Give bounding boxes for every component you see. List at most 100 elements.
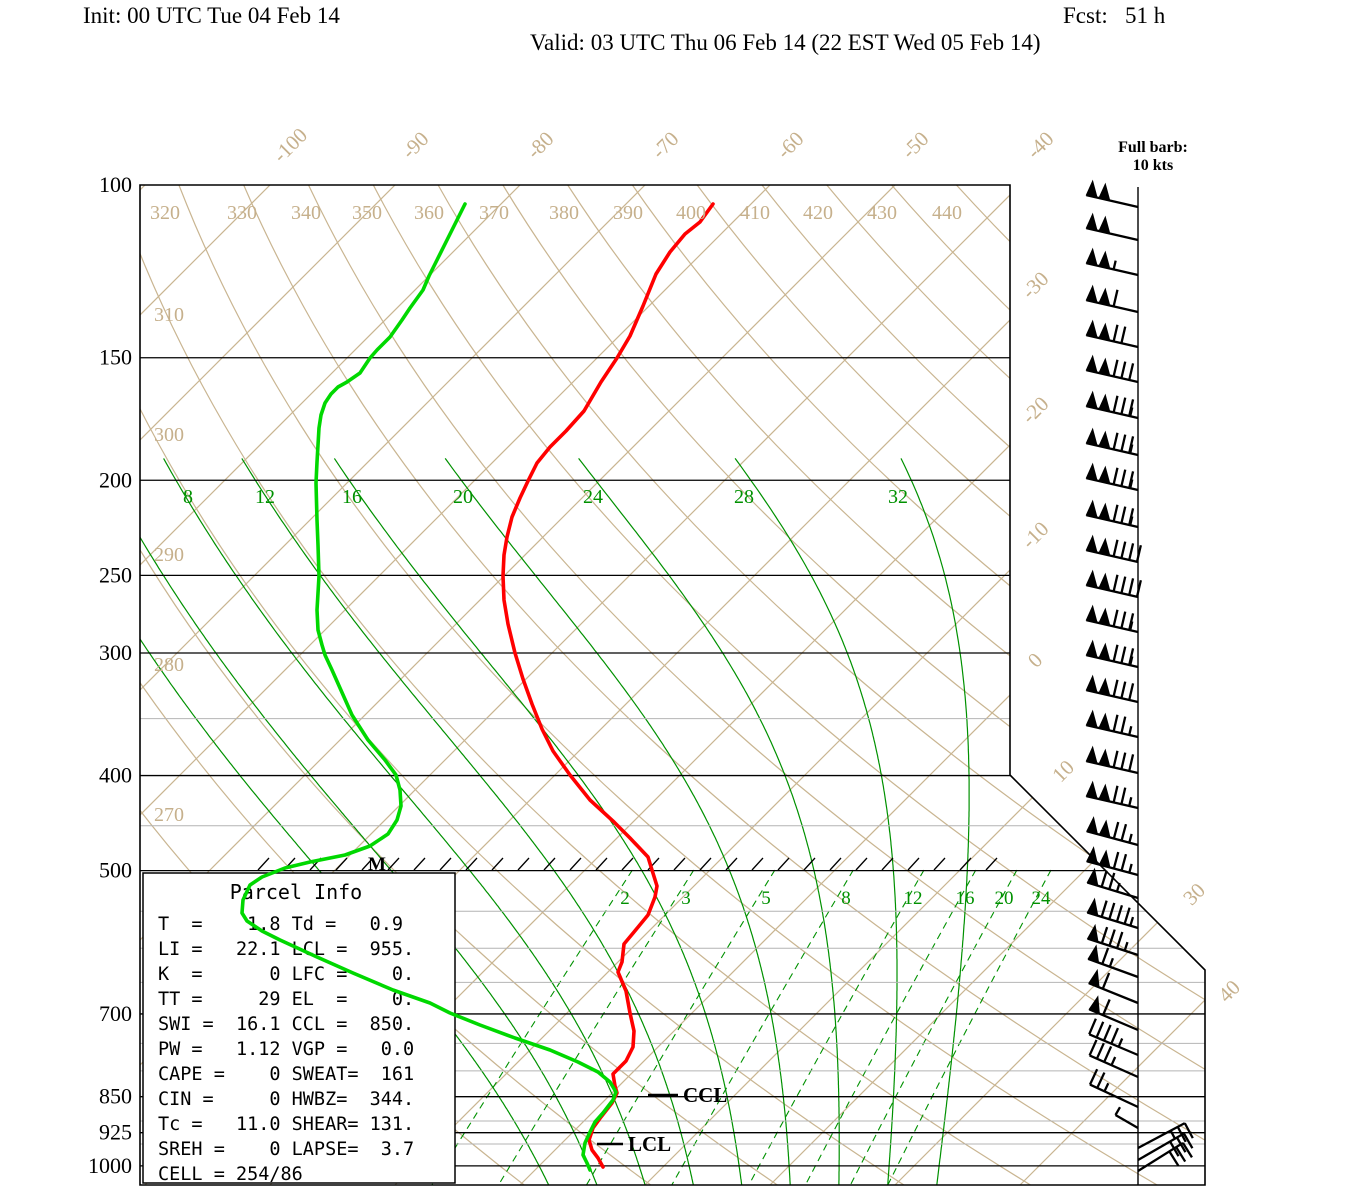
parcel-info-row: TT = 29 EL = 0. [158,989,414,1010]
wind-barb [1088,1018,1139,1057]
dry-adiabat-label: 430 [867,202,897,224]
isotherm-label: -10 [1017,517,1054,554]
wind-barb [1085,674,1139,704]
wind-barb [1085,709,1139,739]
isotherm-label: -20 [1017,392,1054,429]
ccl-marker-label: CCL [683,1083,727,1107]
pressure-tick-label: 250 [99,562,132,587]
mixing-ratio-label: 5 [761,888,771,909]
pressure-tick-label: 200 [99,467,132,492]
wind-barb [1085,569,1142,599]
moist-adiabat-label: 16 [342,486,362,508]
moist-adiabat-lines [140,458,970,1185]
isotherm-label: -100 [268,123,312,167]
mixing-ratio-label: 20 [995,888,1014,909]
isotherm-label: -70 [647,127,684,164]
pressure-tick-label: 1000 [88,1153,132,1178]
wind-barb [1087,944,1139,979]
dry-adiabat-label: 280 [154,654,184,676]
hatched-level-line: M [257,854,998,875]
isotherm-label: 0 [1023,648,1047,672]
dry-adiabat-label: 380 [549,202,579,224]
dry-adiabat-label: 290 [154,544,184,566]
parcel-info-row: CELL = 254/86 [158,1164,303,1185]
moist-adiabat-label: 20 [453,486,473,508]
isotherm-label: -40 [1022,127,1059,164]
wind-barb [1085,179,1139,209]
isotherm-label: -80 [522,127,559,164]
parcel-info-row: K = 0 LFC = 0. [158,964,414,985]
dry-adiabat-label: 330 [227,202,257,224]
dry-adiabat-label: 410 [740,202,770,224]
isotherm-label: 30 [1178,878,1210,910]
mixing-ratio-label: 24 [1032,888,1052,909]
pressure-tick-label: 500 [99,858,132,883]
wind-barb [1086,867,1139,900]
wind-barb [1085,247,1139,277]
mixing-ratio-label: 8 [841,888,851,909]
isotherm-label: -50 [897,127,934,164]
barb-legend-line2: 10 kts [1133,157,1173,174]
dry-adiabat-label: 390 [613,202,643,224]
parcel-info-row: CAPE = 0 SWEAT= 161 [158,1064,414,1085]
pressure-axis-labels: 100 150 200 250 300 400 500 700 850 925 1000 [88,172,132,1178]
mixing-ratio-labels: 2 3 5 8 12 16 20 24 [620,888,1051,909]
wind-barb-column [1085,179,1194,1185]
dry-adiabat-labels: 320 330 340 350 360 370 380 390 400 410 420 430 440 3… [150,202,962,826]
dry-adiabat-label: 360 [414,202,444,224]
isotherm-label: -30 [1017,267,1054,304]
forecast-hour-label: Fcst: 51 h [1063,3,1166,28]
wind-barb [1086,897,1139,930]
mixing-ratio-label: 3 [681,888,691,909]
wind-barb [1085,319,1139,349]
chart-border [139,184,1206,1186]
pressure-tick-label: 150 [99,345,132,370]
parcel-info-row: SWI = 16.1 CCL = 850. [158,1014,414,1035]
moist-adiabat-label: 8 [183,486,193,508]
parcel-info-row: Tc = 11.0 SHEAR= 131. [158,1114,414,1135]
parcel-info-row: CIN = 0 HWBZ= 344. [158,1089,414,1110]
wind-barb [1085,745,1139,775]
parcel-info-row: LI = 22.1 LCL = 955. [158,939,414,960]
max-wind-marker-label: M [368,854,386,875]
dry-adiabat-label: 440 [932,202,962,224]
lcl-marker-label: LCL [628,1132,671,1156]
barb-legend-line1: Full barb: [1118,139,1188,156]
wind-barb [1085,427,1139,457]
moist-adiabat-labels: 8 12 16 20 24 28 32 [183,486,908,508]
parcel-info-row: SREH = 0 LAPSE= 3.7 [158,1139,414,1160]
moist-adiabat-label: 24 [583,486,603,508]
wind-barb [1086,923,1139,957]
valid-time-label: Valid: 03 UTC Thu 06 Feb 14 (22 EST Wed … [530,30,1041,55]
wind-barb [1085,354,1139,384]
parcel-info-row: T = 1.8 Td = 0.9 [158,914,403,935]
wind-barb [1085,780,1139,810]
pressure-tick-label: 700 [99,1001,132,1026]
dry-adiabat-label: 270 [154,804,184,826]
dry-adiabat-label: 320 [150,202,180,224]
pressure-tick-label: 300 [99,640,132,665]
wind-barb [1088,1039,1139,1079]
dry-adiabat-label: 340 [291,202,321,224]
temperature-curve [501,202,715,1169]
mixing-ratio-label: 2 [620,888,630,909]
wind-barb [1085,212,1139,242]
pressure-tick-label: 850 [99,1084,132,1109]
pressure-tick-label: 925 [99,1120,132,1145]
barb-legend: Full barb:10 kts [1118,139,1188,174]
lcl-marker: LCL [597,1132,671,1156]
wind-barb [1088,968,1139,1005]
isotherm-label: 10 [1047,755,1079,787]
wind-barb [1085,390,1139,420]
wind-barb [1086,816,1139,847]
dry-adiabat-label: 350 [352,202,382,224]
wind-barb [1085,534,1142,564]
mixing-ratio-lines [431,869,1052,1185]
wind-barb [1114,1106,1139,1129]
dry-adiabat-label: 420 [803,202,833,224]
init-time-label: Init: 00 UTC Tue 04 Feb 14 [83,3,340,28]
pressure-tick-label: 400 [99,763,132,788]
